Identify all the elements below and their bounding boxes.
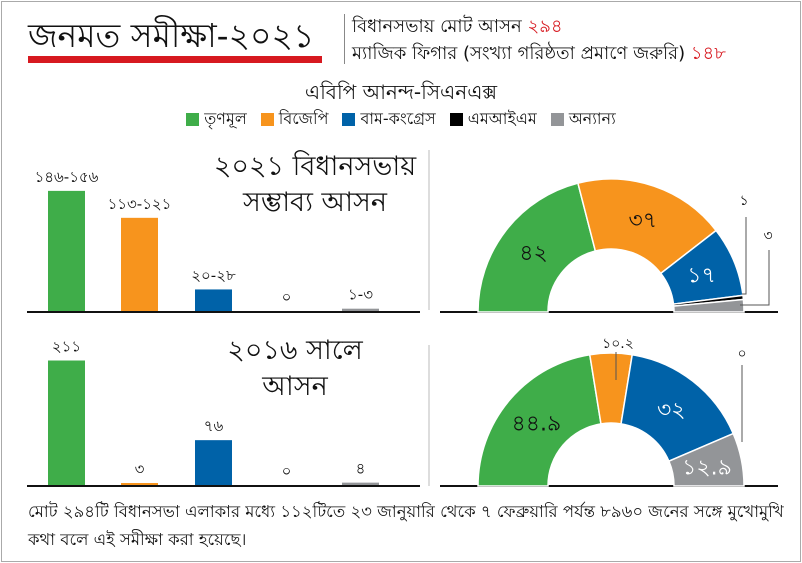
bar-data-label: ২০-২৮	[191, 266, 236, 284]
legend-label: বিজেপি	[278, 109, 329, 128]
bar	[121, 217, 158, 311]
legend-swatch	[449, 113, 463, 126]
bar-data-label: ০	[282, 288, 292, 306]
legend-swatch	[550, 113, 564, 126]
donut-data-label: ৩	[763, 228, 772, 244]
magic-figure-value: ১৪৮	[690, 43, 726, 64]
donut-data-label: ১	[739, 193, 748, 209]
legend-item: অন্যান্য	[550, 106, 616, 133]
legend-swatch	[260, 113, 274, 126]
bar-data-label: ৩	[135, 460, 145, 478]
leader-line	[742, 217, 747, 295]
bar-data-label: ১১৩-১২১	[108, 195, 172, 213]
magic-figure-label: ম্যাজিক ফিগার (সংখ্যা গরিষ্ঠতা প্রমাণে জ…	[352, 43, 686, 64]
donut-data-label: ৩২	[657, 398, 686, 423]
title-underline	[28, 56, 322, 63]
legend-swatch	[342, 113, 356, 126]
chart-title-2021-line2: সম্ভাব্য আসন	[243, 187, 387, 218]
magic-figure: ম্যাজিক ফিগার (সংখ্যা গরিষ্ঠতা প্রমাণে জ…	[352, 39, 726, 70]
bar	[48, 360, 85, 485]
bar-data-label: ৭৬	[204, 417, 224, 435]
donut-segment	[477, 353, 602, 487]
donut-segment	[672, 298, 745, 313]
legend-item: বিজেপি	[260, 106, 329, 133]
legend-swatch	[186, 113, 200, 126]
legend-label: এমআইএম	[467, 109, 537, 128]
total-seats-value: ২৯৪	[527, 16, 563, 37]
bar	[195, 289, 232, 311]
bar	[195, 440, 232, 485]
legend-item: এমআইএম	[449, 106, 537, 133]
bar-data-label: ০	[282, 462, 292, 480]
legend-label: বাম-কংগ্রেস	[360, 109, 436, 128]
legend-item: বাম-কংগ্রেস	[342, 106, 436, 133]
source: এবিপি আনন্দ-সিএনএক্স	[304, 80, 498, 104]
donut-data-label: ১৭	[687, 263, 716, 288]
donut-data-label: ১০.২	[602, 336, 634, 352]
divider	[344, 14, 345, 64]
total-seats: বিধানসভায় মোট আসন ২৯৪	[352, 12, 563, 43]
bar	[342, 308, 379, 311]
legend: তৃণমূল বিজেপি বাম-কংগ্রেস এমআইএম অন্যান্য	[0, 106, 802, 133]
bar-data-label: ৪	[356, 460, 366, 478]
donut-segment	[477, 182, 597, 313]
total-seats-label: বিধানসভায় মোট আসন	[352, 16, 522, 37]
bar-data-label: ১-৩	[348, 286, 373, 304]
footer-note: মোট ২৯৪টি বিধানসভা এলাকার মধ্যে ১১২টিতে …	[28, 502, 784, 549]
donut-data-label: ৩৭	[628, 208, 657, 233]
legend-item: তৃণমূল	[186, 106, 247, 133]
bar-data-label: ১৪৬-১৫৬	[35, 168, 99, 186]
donut-data-label: ৪৪.৯	[511, 411, 561, 436]
legend-label: অন্যান্য	[568, 109, 616, 128]
bar	[121, 483, 158, 485]
legend-label: তৃণমূল	[204, 109, 247, 128]
donut-segment	[667, 432, 745, 487]
chart-title-2021-line1: ২০২১ বিধানসভায়	[213, 151, 417, 182]
donut-data-label: ০	[737, 346, 746, 362]
bar	[342, 482, 379, 485]
chart-title-2016-line1: ২০১৬ সালে	[227, 335, 363, 366]
donut-data-label: ১২.৯	[682, 455, 732, 480]
bar	[48, 190, 85, 311]
bar-data-label: ২১১	[52, 338, 81, 356]
page-title: জনমত সমীক্ষা-২০২১	[28, 16, 315, 55]
donut-segment	[577, 178, 718, 275]
donut-data-label: ৪২	[519, 241, 548, 266]
chart-title-2016-line2: আসন	[262, 371, 328, 402]
leader-line	[740, 250, 770, 306]
